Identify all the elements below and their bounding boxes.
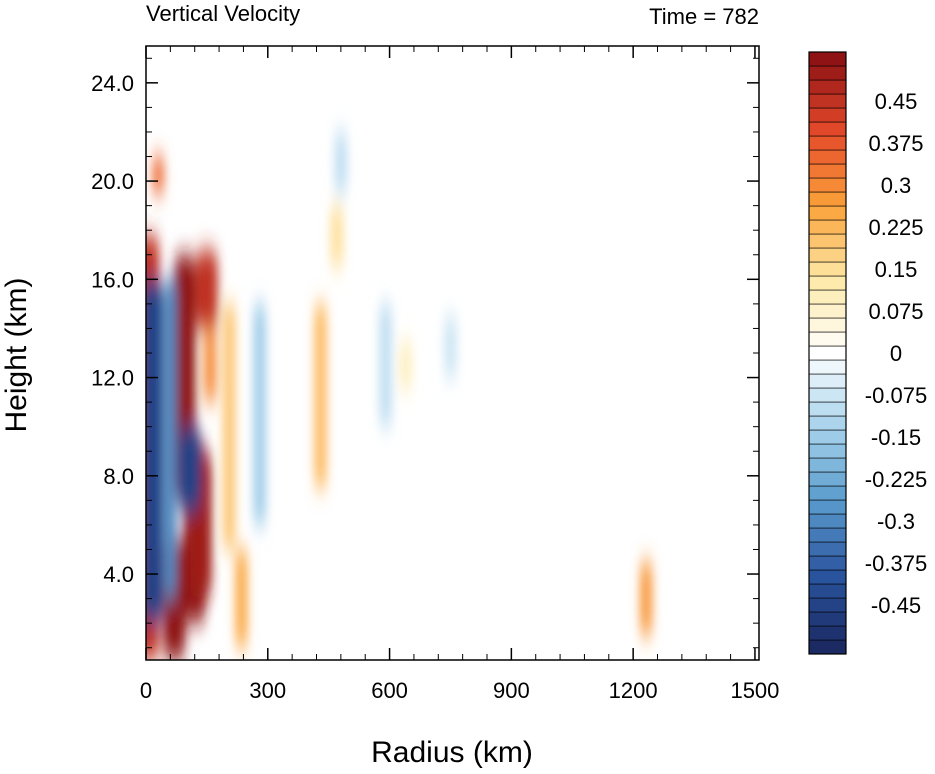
colorbar-box — [808, 611, 847, 627]
heatmap-streak-14 — [314, 303, 327, 489]
colorbar-box — [808, 485, 847, 501]
colorbar-label: 0.225 — [868, 215, 923, 240]
y-tick-label: 12.0 — [91, 366, 134, 391]
colorbar-box — [808, 527, 847, 543]
colorbar-box — [808, 583, 847, 599]
colorbar-box — [808, 499, 847, 515]
heatmap-streak-18 — [399, 340, 412, 390]
colorbar-box — [808, 513, 847, 529]
y-tick-label: 4.0 — [103, 562, 134, 587]
colorbar-box — [808, 275, 847, 291]
colorbar-box — [808, 541, 847, 557]
colorbar-label: -0.075 — [865, 383, 927, 408]
heatmap-streak-8 — [152, 156, 165, 194]
x-axis-title: Radius (km) — [371, 736, 533, 769]
colorbar-box — [808, 191, 847, 207]
y-tick-label: 8.0 — [103, 464, 134, 489]
colorbar-label: 0 — [890, 341, 902, 366]
heatmap-streak-2 — [204, 328, 217, 403]
colorbar-box — [808, 471, 847, 487]
colorbar-box — [808, 79, 847, 95]
colorbar-box — [808, 345, 847, 361]
colorbar-box — [808, 107, 847, 123]
colorbar-label: 0.075 — [868, 299, 923, 324]
chart-title-left: Vertical Velocity — [146, 1, 300, 26]
heatmap-streak-12 — [235, 549, 248, 648]
colorbar-box — [808, 65, 847, 81]
x-tick-label: 1200 — [609, 678, 658, 703]
colorbar: 0.45 0.375 0.3 0.225 0.15 0.075 0 -0.075 -0.15 -0… — [808, 51, 927, 655]
heatmap-streak-20 — [640, 561, 653, 636]
colorbar-box — [808, 289, 847, 305]
heatmap-streak-13 — [253, 303, 266, 525]
colorbar-label: 0.15 — [875, 257, 918, 282]
colorbar-box — [808, 359, 847, 375]
colorbar-box — [808, 373, 847, 389]
colorbar-box — [808, 569, 847, 585]
colorbar-label: 0.45 — [875, 89, 918, 114]
y-tick-label: 20.0 — [91, 169, 134, 194]
colorbar-box — [808, 401, 847, 417]
heatmap-streak-17 — [379, 303, 392, 427]
x-tick-label: 900 — [493, 678, 530, 703]
colorbar-box — [808, 555, 847, 571]
colorbar-box — [808, 331, 847, 347]
heatmap-streak-10 — [178, 426, 201, 513]
y-tick-label: 16.0 — [91, 267, 134, 292]
heatmap-field — [146, 131, 653, 660]
colorbar-box — [808, 233, 847, 249]
colorbar-label: 0.375 — [868, 131, 923, 156]
colorbar-box — [808, 219, 847, 235]
x-tick-label: 600 — [371, 678, 408, 703]
heatmap-streak-11 — [223, 303, 236, 550]
colorbar-box — [808, 639, 847, 655]
colorbar-box — [808, 247, 847, 263]
colorbar-box — [808, 121, 847, 137]
colorbar-box — [808, 387, 847, 403]
heatmap-streak-16 — [334, 131, 347, 194]
colorbar-box — [808, 177, 847, 193]
heatmap-streak-15 — [330, 205, 343, 268]
x-tick-label: 300 — [249, 678, 286, 703]
colorbar-label: -0.45 — [871, 593, 921, 618]
axis-ticks: 0 300 600 900 1200 1500 4.0 8.0 12.0 16.0 20.0 24.0 — [91, 46, 779, 703]
heatmap-streak-9 — [164, 279, 177, 599]
colorbar-label: -0.15 — [871, 425, 921, 450]
x-tick-label: 0 — [140, 678, 152, 703]
colorbar-frame — [808, 51, 847, 655]
colorbar-box — [808, 93, 847, 109]
colorbar-box — [808, 443, 847, 459]
heatmap-streak-7 — [146, 279, 164, 624]
heatmap-streak-1 — [195, 249, 218, 329]
colorbar-box — [808, 625, 847, 641]
colorbar-box — [808, 261, 847, 277]
colorbar-label: -0.375 — [865, 551, 927, 576]
x-tick-label: 1500 — [730, 678, 779, 703]
colorbar-box — [808, 457, 847, 473]
chart-title-right: Time = 782 — [649, 4, 759, 29]
colorbar-box — [808, 135, 847, 151]
colorbar-box — [808, 317, 847, 333]
colorbar-box — [808, 163, 847, 179]
colorbar-box — [808, 205, 847, 221]
colorbar-box — [808, 429, 847, 445]
colorbar-box — [808, 303, 847, 319]
colorbar-label: 0.3 — [881, 173, 912, 198]
y-tick-label: 24.0 — [91, 71, 134, 96]
colorbar-box — [808, 415, 847, 431]
heatmap-streak-19 — [444, 316, 457, 378]
colorbar-label: -0.3 — [877, 509, 915, 534]
colorbar-label: -0.225 — [865, 467, 927, 492]
y-axis-title: Height (km) — [0, 277, 33, 432]
colorbar-box — [808, 51, 847, 67]
colorbar-box — [808, 149, 847, 165]
colorbar-box — [808, 597, 847, 613]
